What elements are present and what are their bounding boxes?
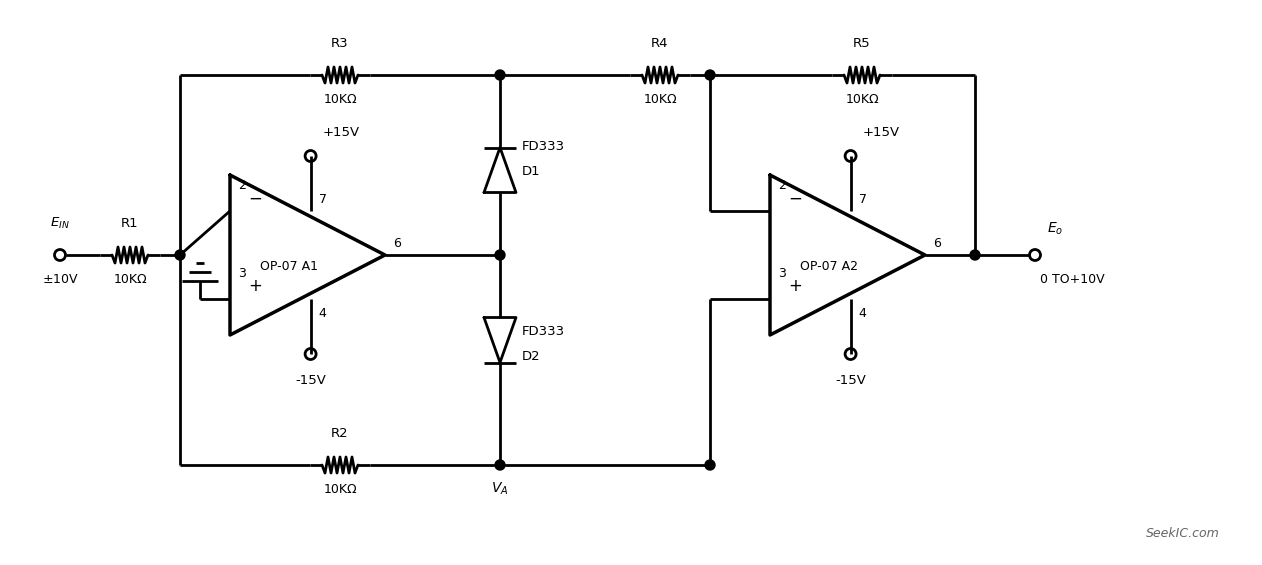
Text: OP-07 A2: OP-07 A2 <box>800 260 858 273</box>
Circle shape <box>705 70 716 80</box>
Text: $\pm$10V: $\pm$10V <box>42 273 78 286</box>
Circle shape <box>495 70 505 80</box>
Text: FD333: FD333 <box>522 325 565 338</box>
Text: R2: R2 <box>331 427 348 440</box>
Text: 10KΩ: 10KΩ <box>323 93 357 106</box>
Text: 7: 7 <box>318 193 327 206</box>
Text: 0 TO+10V: 0 TO+10V <box>1040 273 1104 286</box>
Text: 3: 3 <box>777 267 786 280</box>
Circle shape <box>175 250 186 260</box>
Text: $+$: $+$ <box>787 277 803 295</box>
Text: 10KΩ: 10KΩ <box>114 273 146 286</box>
Text: -15V: -15V <box>295 374 326 387</box>
Text: 6: 6 <box>933 237 941 250</box>
Text: 2: 2 <box>777 179 786 192</box>
Text: OP-07 A1: OP-07 A1 <box>260 260 318 273</box>
Text: +15V: +15V <box>863 126 900 139</box>
Text: $E_o$: $E_o$ <box>1047 221 1064 237</box>
Text: $-$: $-$ <box>249 189 262 207</box>
Text: 7: 7 <box>858 193 867 206</box>
Text: 4: 4 <box>318 307 327 320</box>
Text: 2: 2 <box>239 179 246 192</box>
Text: $-$: $-$ <box>787 189 803 207</box>
Text: R3: R3 <box>331 37 348 50</box>
Text: R5: R5 <box>853 37 871 50</box>
Circle shape <box>970 250 981 260</box>
Circle shape <box>495 250 505 260</box>
Circle shape <box>495 460 505 470</box>
Text: $+$: $+$ <box>249 277 262 295</box>
Text: +15V: +15V <box>323 126 360 139</box>
Text: D2: D2 <box>522 350 540 363</box>
Text: 10KΩ: 10KΩ <box>323 483 357 496</box>
Text: 10KΩ: 10KΩ <box>846 93 878 106</box>
Text: SeekIC.com: SeekIC.com <box>1146 527 1220 540</box>
Text: $E_{IN}$: $E_{IN}$ <box>50 216 69 231</box>
Text: R4: R4 <box>651 37 669 50</box>
Text: 10KΩ: 10KΩ <box>644 93 676 106</box>
Text: R1: R1 <box>121 217 139 230</box>
Text: 6: 6 <box>392 237 401 250</box>
Text: D1: D1 <box>522 165 540 178</box>
Text: $V_A$: $V_A$ <box>491 481 509 497</box>
Text: 4: 4 <box>858 307 867 320</box>
Circle shape <box>705 460 716 470</box>
Text: FD333: FD333 <box>522 140 565 153</box>
Text: -15V: -15V <box>835 374 866 387</box>
Text: 3: 3 <box>239 267 246 280</box>
